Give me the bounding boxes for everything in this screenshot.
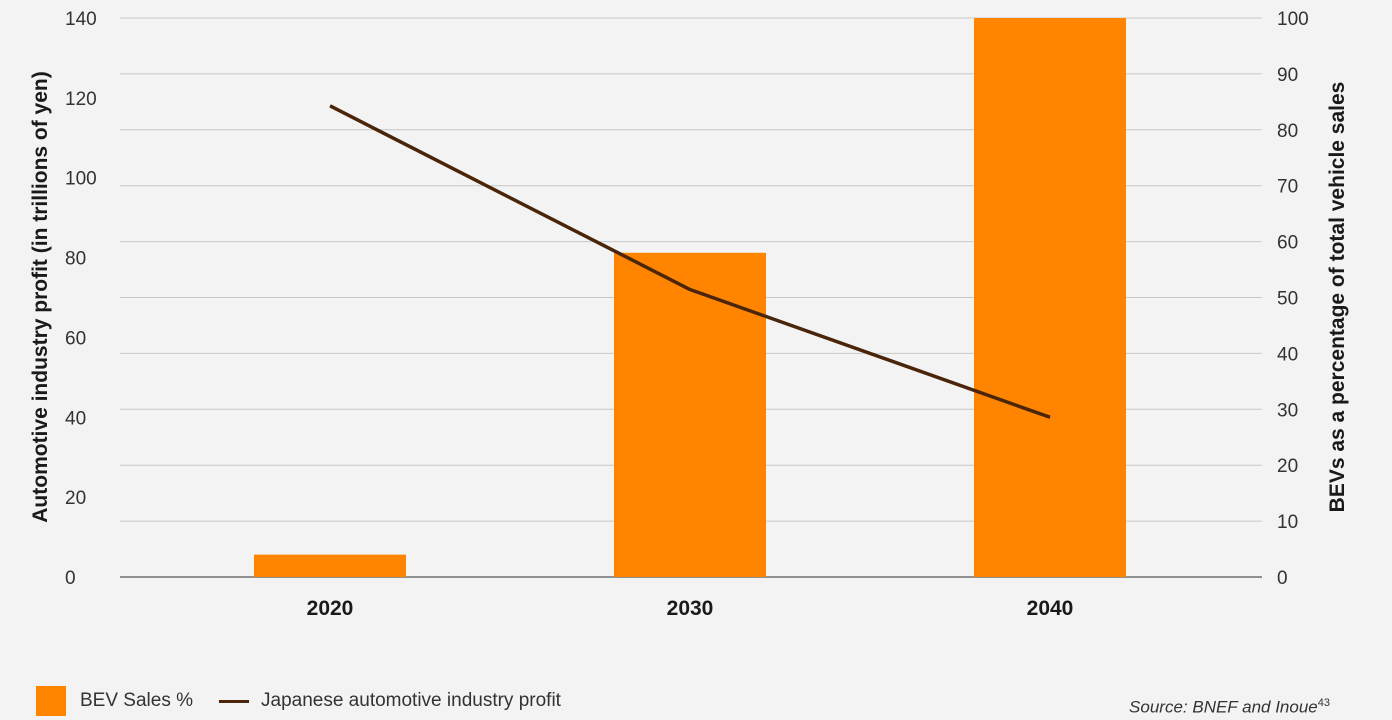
category-label: 2040	[1027, 597, 1074, 620]
left-tick-label: 100	[65, 169, 97, 190]
right-tick-label: 10	[1277, 512, 1298, 533]
legend-item-profit: Japanese automotive industry profit	[219, 690, 561, 712]
right-axis-ticks: 0 10 20 30 40 50 60 70 80 90 100	[1277, 9, 1309, 589]
right-tick-label: 90	[1277, 65, 1298, 86]
right-tick-label: 70	[1277, 177, 1298, 198]
legend-line-label: Japanese automotive industry profit	[261, 690, 561, 711]
right-tick-label: 60	[1277, 233, 1298, 254]
legend-bar-swatch	[36, 686, 66, 716]
legend: BEV Sales % Japanese automotive industry…	[36, 686, 587, 716]
right-tick-label: 20	[1277, 456, 1298, 477]
category-label: 2030	[667, 597, 714, 620]
right-axis-title: BEVs as a percentage of total vehicle sa…	[1326, 82, 1349, 513]
left-axis-title: Automotive industry profit (in trillions…	[29, 71, 52, 523]
right-tick-label: 80	[1277, 121, 1298, 142]
left-tick-label: 40	[65, 408, 86, 429]
category-label: 2020	[307, 597, 354, 620]
left-tick-label: 80	[65, 249, 86, 270]
right-tick-label: 100	[1277, 9, 1309, 30]
legend-line-swatch	[219, 699, 249, 703]
right-tick-label: 40	[1277, 344, 1298, 365]
left-tick-label: 140	[65, 9, 97, 30]
left-tick-label: 60	[65, 328, 86, 349]
source-note: Source: BNEF and Inoue43	[1129, 697, 1330, 718]
bar	[614, 252, 766, 577]
bar-series	[254, 18, 1126, 577]
bar	[974, 18, 1126, 577]
bar	[254, 554, 406, 577]
legend-item-bev: BEV Sales %	[36, 686, 193, 716]
right-tick-label: 30	[1277, 400, 1298, 421]
left-tick-label: 120	[65, 89, 97, 110]
category-labels: 2020 2030 2040	[307, 597, 1074, 620]
left-tick-label: 0	[65, 568, 76, 589]
line-series	[329, 104, 1051, 419]
legend-bar-label: BEV Sales %	[80, 690, 193, 711]
right-tick-label: 50	[1277, 289, 1298, 310]
right-tick-label: 0	[1277, 568, 1288, 589]
source-text: Source: BNEF and Inoue	[1129, 697, 1318, 717]
source-footnote: 43	[1317, 697, 1330, 709]
left-axis-ticks: 0 20 40 60 80 100 120 140	[65, 9, 97, 589]
left-tick-label: 20	[65, 488, 86, 509]
